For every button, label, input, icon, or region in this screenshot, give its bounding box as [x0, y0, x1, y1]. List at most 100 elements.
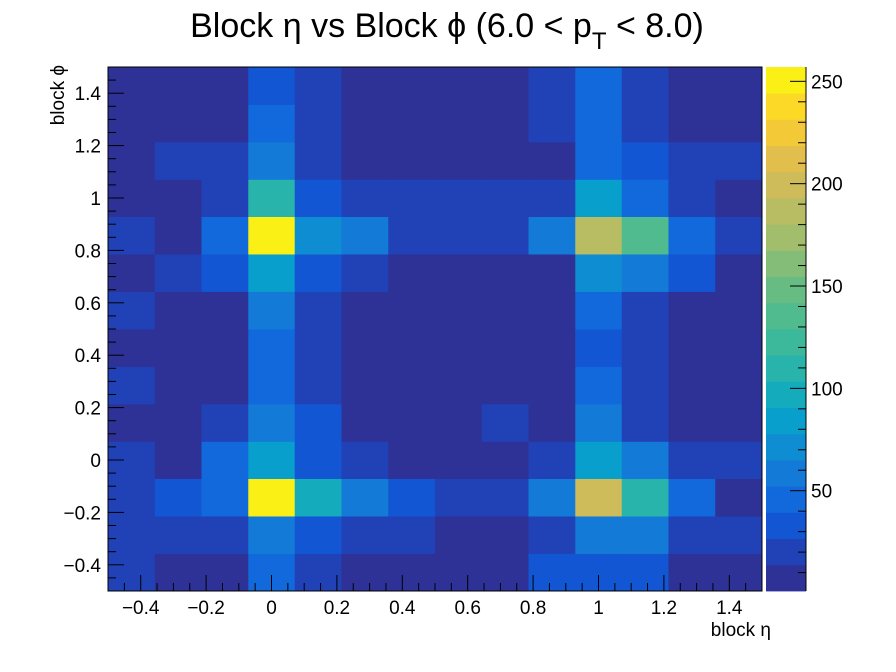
- heatmap-cell: [481, 104, 529, 143]
- x-tick-label: 0: [266, 598, 277, 619]
- heatmap-cell: [294, 291, 342, 330]
- heatmap-cell: [575, 478, 623, 517]
- heatmap-cell: [108, 553, 156, 592]
- heatmap-cell: [575, 179, 623, 217]
- z-tick-label: 150: [811, 277, 843, 298]
- heatmap-cell: [435, 216, 483, 255]
- heatmap-cell: [575, 254, 623, 292]
- heatmap-cell: [715, 179, 763, 217]
- heatmap-cell: [435, 329, 483, 367]
- y-axis-label: block ϕ: [48, 65, 69, 125]
- heatmap-cells: [108, 67, 763, 592]
- heatmap-cell: [668, 441, 716, 479]
- heatmap-cell: [435, 516, 483, 554]
- heatmap-cell: [294, 403, 342, 442]
- color-scale-band: [766, 329, 806, 356]
- heatmap-cell: [481, 216, 529, 255]
- heatmap-cell: [154, 67, 202, 105]
- heatmap-cell: [435, 366, 483, 405]
- heatmap-cell: [481, 553, 529, 592]
- heatmap-cell: [481, 516, 529, 554]
- heatmap-cell: [108, 403, 156, 442]
- heatmap-cell: [108, 329, 156, 367]
- heatmap-cell: [201, 254, 249, 292]
- heatmap-cell: [715, 441, 763, 479]
- heatmap-cell: [341, 216, 389, 255]
- heatmap-cell: [621, 478, 669, 517]
- heatmap-cell: [341, 516, 389, 554]
- heatmap-cell: [715, 216, 763, 255]
- x-tick-label: 1.2: [651, 598, 677, 619]
- heatmap-cell: [388, 141, 436, 180]
- heatmap-cell: [668, 67, 716, 105]
- heatmap-cell: [435, 478, 483, 517]
- heatmap-cell: [341, 553, 389, 592]
- heatmap-cell: [248, 291, 296, 330]
- heatmap-cell: [715, 104, 763, 143]
- heatmap-cell: [154, 216, 202, 255]
- heatmap-cell: [528, 254, 576, 292]
- heatmap-cell: [201, 141, 249, 180]
- heatmap-cell: [435, 179, 483, 217]
- y-tick-label: 1.4: [75, 84, 102, 105]
- heatmap-cell: [294, 179, 342, 217]
- color-scale-band: [766, 486, 806, 513]
- heatmap-cell: [528, 329, 576, 367]
- heatmap-cell: [668, 478, 716, 517]
- heatmap-cell: [388, 291, 436, 330]
- heatmap-cell: [154, 104, 202, 143]
- heatmap-cell: [341, 403, 389, 442]
- heatmap-cell: [528, 553, 576, 592]
- heatmap-cell: [341, 179, 389, 217]
- heatmap-cell: [201, 291, 249, 330]
- chart-title: Block η vs Block ϕ (6.0 < pT < 8.0): [190, 7, 704, 55]
- heatmap-cell: [294, 441, 342, 479]
- heatmap-cell: [248, 329, 296, 367]
- heatmap-cell: [481, 366, 529, 405]
- heatmap-cell: [481, 478, 529, 517]
- heatmap-cell: [388, 441, 436, 479]
- color-scale: 50 100 150 200 250: [766, 67, 843, 592]
- heatmap-cell: [201, 478, 249, 517]
- z-tick-label: 50: [811, 482, 832, 503]
- heatmap-cell: [248, 104, 296, 143]
- heatmap-cell: [528, 366, 576, 405]
- heatmap-cell: [108, 141, 156, 180]
- color-scale-band: [766, 250, 806, 277]
- heatmap-cell: [248, 403, 296, 442]
- heatmap-cell: [108, 216, 156, 255]
- heatmap-cell: [575, 366, 623, 405]
- heatmap-cell: [435, 254, 483, 292]
- heatmap-cell: [294, 141, 342, 180]
- heatmap-cell: [154, 403, 202, 442]
- heatmap-cell: [248, 516, 296, 554]
- heatmap-cell: [341, 254, 389, 292]
- heatmap-cell: [108, 478, 156, 517]
- z-tick-label: 100: [811, 379, 843, 400]
- heatmap-cell: [668, 179, 716, 217]
- heatmap-cell: [154, 366, 202, 405]
- heatmap-cell: [201, 553, 249, 592]
- heatmap-cell: [715, 516, 763, 554]
- heatmap-cell: [201, 329, 249, 367]
- x-tick-label: 0.4: [389, 598, 416, 619]
- heatmap-cell: [715, 141, 763, 180]
- heatmap-cell: [201, 216, 249, 255]
- y-tick-label: 0.4: [75, 346, 102, 367]
- heatmap-cell: [341, 478, 389, 517]
- heatmap-cell: [528, 441, 576, 479]
- heatmap-cell: [341, 441, 389, 479]
- x-tick-label: 1.4: [716, 598, 743, 619]
- heatmap-cell: [575, 329, 623, 367]
- heatmap-cell: [668, 403, 716, 442]
- heatmap-cell: [294, 67, 342, 105]
- color-scale-band: [766, 224, 806, 251]
- heatmap-cell: [388, 216, 436, 255]
- heatmap-cell: [201, 366, 249, 405]
- heatmap-cell: [154, 291, 202, 330]
- color-scale-band: [766, 145, 806, 173]
- heatmap-cell: [481, 441, 529, 479]
- x-axis-label: block η: [711, 620, 771, 641]
- heatmap-cell: [715, 254, 763, 292]
- heatmap-cell: [388, 254, 436, 292]
